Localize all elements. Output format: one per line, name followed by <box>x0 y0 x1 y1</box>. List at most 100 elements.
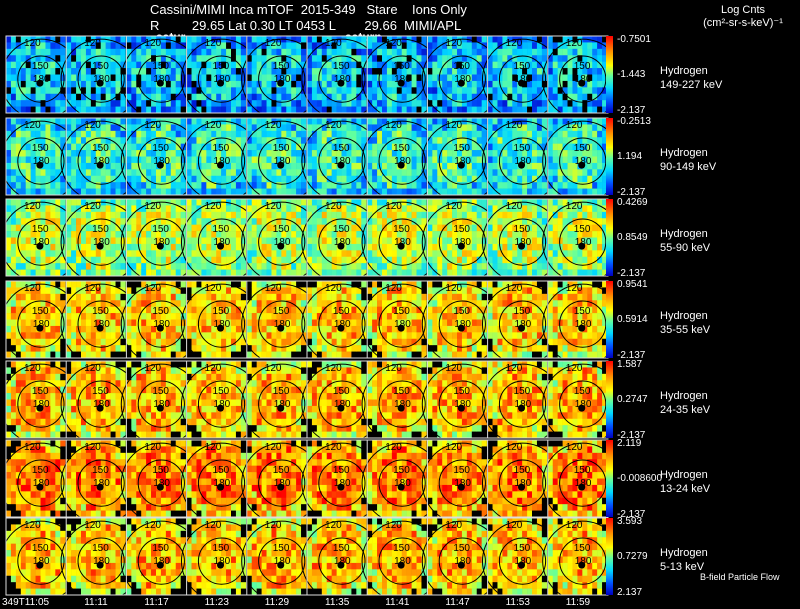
pixel <box>346 182 352 189</box>
pixel <box>547 188 554 196</box>
pixel <box>377 199 383 206</box>
pixel <box>165 48 172 56</box>
pixel <box>201 118 207 125</box>
pixel <box>20 80 27 88</box>
pixel <box>582 74 588 82</box>
pixel <box>256 106 262 114</box>
pixel <box>246 68 253 75</box>
pixel <box>336 211 342 219</box>
pixel <box>175 137 181 144</box>
pixel <box>141 169 147 177</box>
pixel <box>10 182 17 189</box>
pixel <box>95 106 102 114</box>
pixel <box>492 182 498 189</box>
pixel <box>427 243 433 251</box>
pixel <box>271 250 277 258</box>
pixel <box>552 224 558 232</box>
pixel <box>115 293 121 301</box>
pixel <box>507 80 513 88</box>
pixel <box>552 87 558 95</box>
pixel <box>592 175 598 183</box>
pixel <box>372 199 378 206</box>
pixel <box>587 269 593 277</box>
pixel <box>76 345 82 352</box>
pixel <box>367 231 373 238</box>
pixel <box>507 48 513 56</box>
ring-label-180: 180 <box>274 156 291 167</box>
pixel <box>211 237 217 245</box>
pixel <box>90 237 97 245</box>
pixel <box>296 68 302 75</box>
pixel <box>442 130 448 138</box>
pixel <box>502 224 508 232</box>
pixel <box>120 48 126 56</box>
pixel <box>251 137 257 144</box>
pixel <box>311 256 318 264</box>
pixel <box>45 143 51 151</box>
pixel <box>427 205 433 213</box>
pixel <box>356 143 362 151</box>
pixel <box>40 48 46 56</box>
pixel <box>240 211 247 219</box>
pixel <box>115 319 121 327</box>
pixel <box>372 188 378 196</box>
pixel <box>597 205 603 213</box>
pixel <box>6 74 12 82</box>
pixel <box>421 61 427 69</box>
pixel <box>532 87 538 95</box>
pixel <box>351 100 357 107</box>
pixel <box>582 205 588 213</box>
pixel <box>35 143 41 151</box>
pixel <box>532 48 538 56</box>
pixel <box>547 269 554 277</box>
pixel <box>377 106 383 114</box>
pixel <box>201 74 207 82</box>
pixel <box>165 188 172 196</box>
pixel <box>372 130 378 138</box>
pixel <box>377 256 383 264</box>
pixel <box>271 80 277 88</box>
pixel <box>105 250 111 258</box>
pixel <box>497 199 503 206</box>
pixel <box>160 87 167 95</box>
pixel <box>296 224 302 232</box>
pixel <box>507 55 513 62</box>
pixel <box>567 224 573 232</box>
pixel <box>577 269 583 277</box>
pixel <box>396 205 403 213</box>
pixel <box>372 269 378 277</box>
pixel <box>201 156 207 164</box>
pixel <box>372 61 378 69</box>
pixel <box>170 256 177 264</box>
pixel <box>235 93 242 101</box>
pixel <box>81 319 87 327</box>
pixel <box>356 80 362 88</box>
pixel <box>487 130 493 138</box>
pixel <box>597 118 603 125</box>
pixel <box>85 55 92 62</box>
pixel <box>316 130 323 138</box>
pixel <box>356 130 362 138</box>
pixel <box>552 74 558 82</box>
pixel <box>151 306 157 314</box>
pixel <box>316 256 323 264</box>
pixel <box>432 36 438 43</box>
pixel <box>307 68 313 75</box>
pixel <box>307 61 313 69</box>
pixel <box>382 205 388 213</box>
pixel <box>311 68 318 75</box>
pixel <box>301 156 307 164</box>
pixel <box>55 100 61 107</box>
pixel <box>507 263 513 270</box>
pixel <box>321 182 328 189</box>
pixel <box>587 211 593 219</box>
pixel <box>55 42 61 50</box>
pixel <box>517 55 523 62</box>
pixel <box>406 156 412 164</box>
pixel <box>25 345 31 352</box>
pixel <box>95 130 102 138</box>
pixel <box>447 182 453 189</box>
pixel <box>160 188 167 196</box>
pixel <box>476 263 482 270</box>
pixel <box>592 224 598 232</box>
